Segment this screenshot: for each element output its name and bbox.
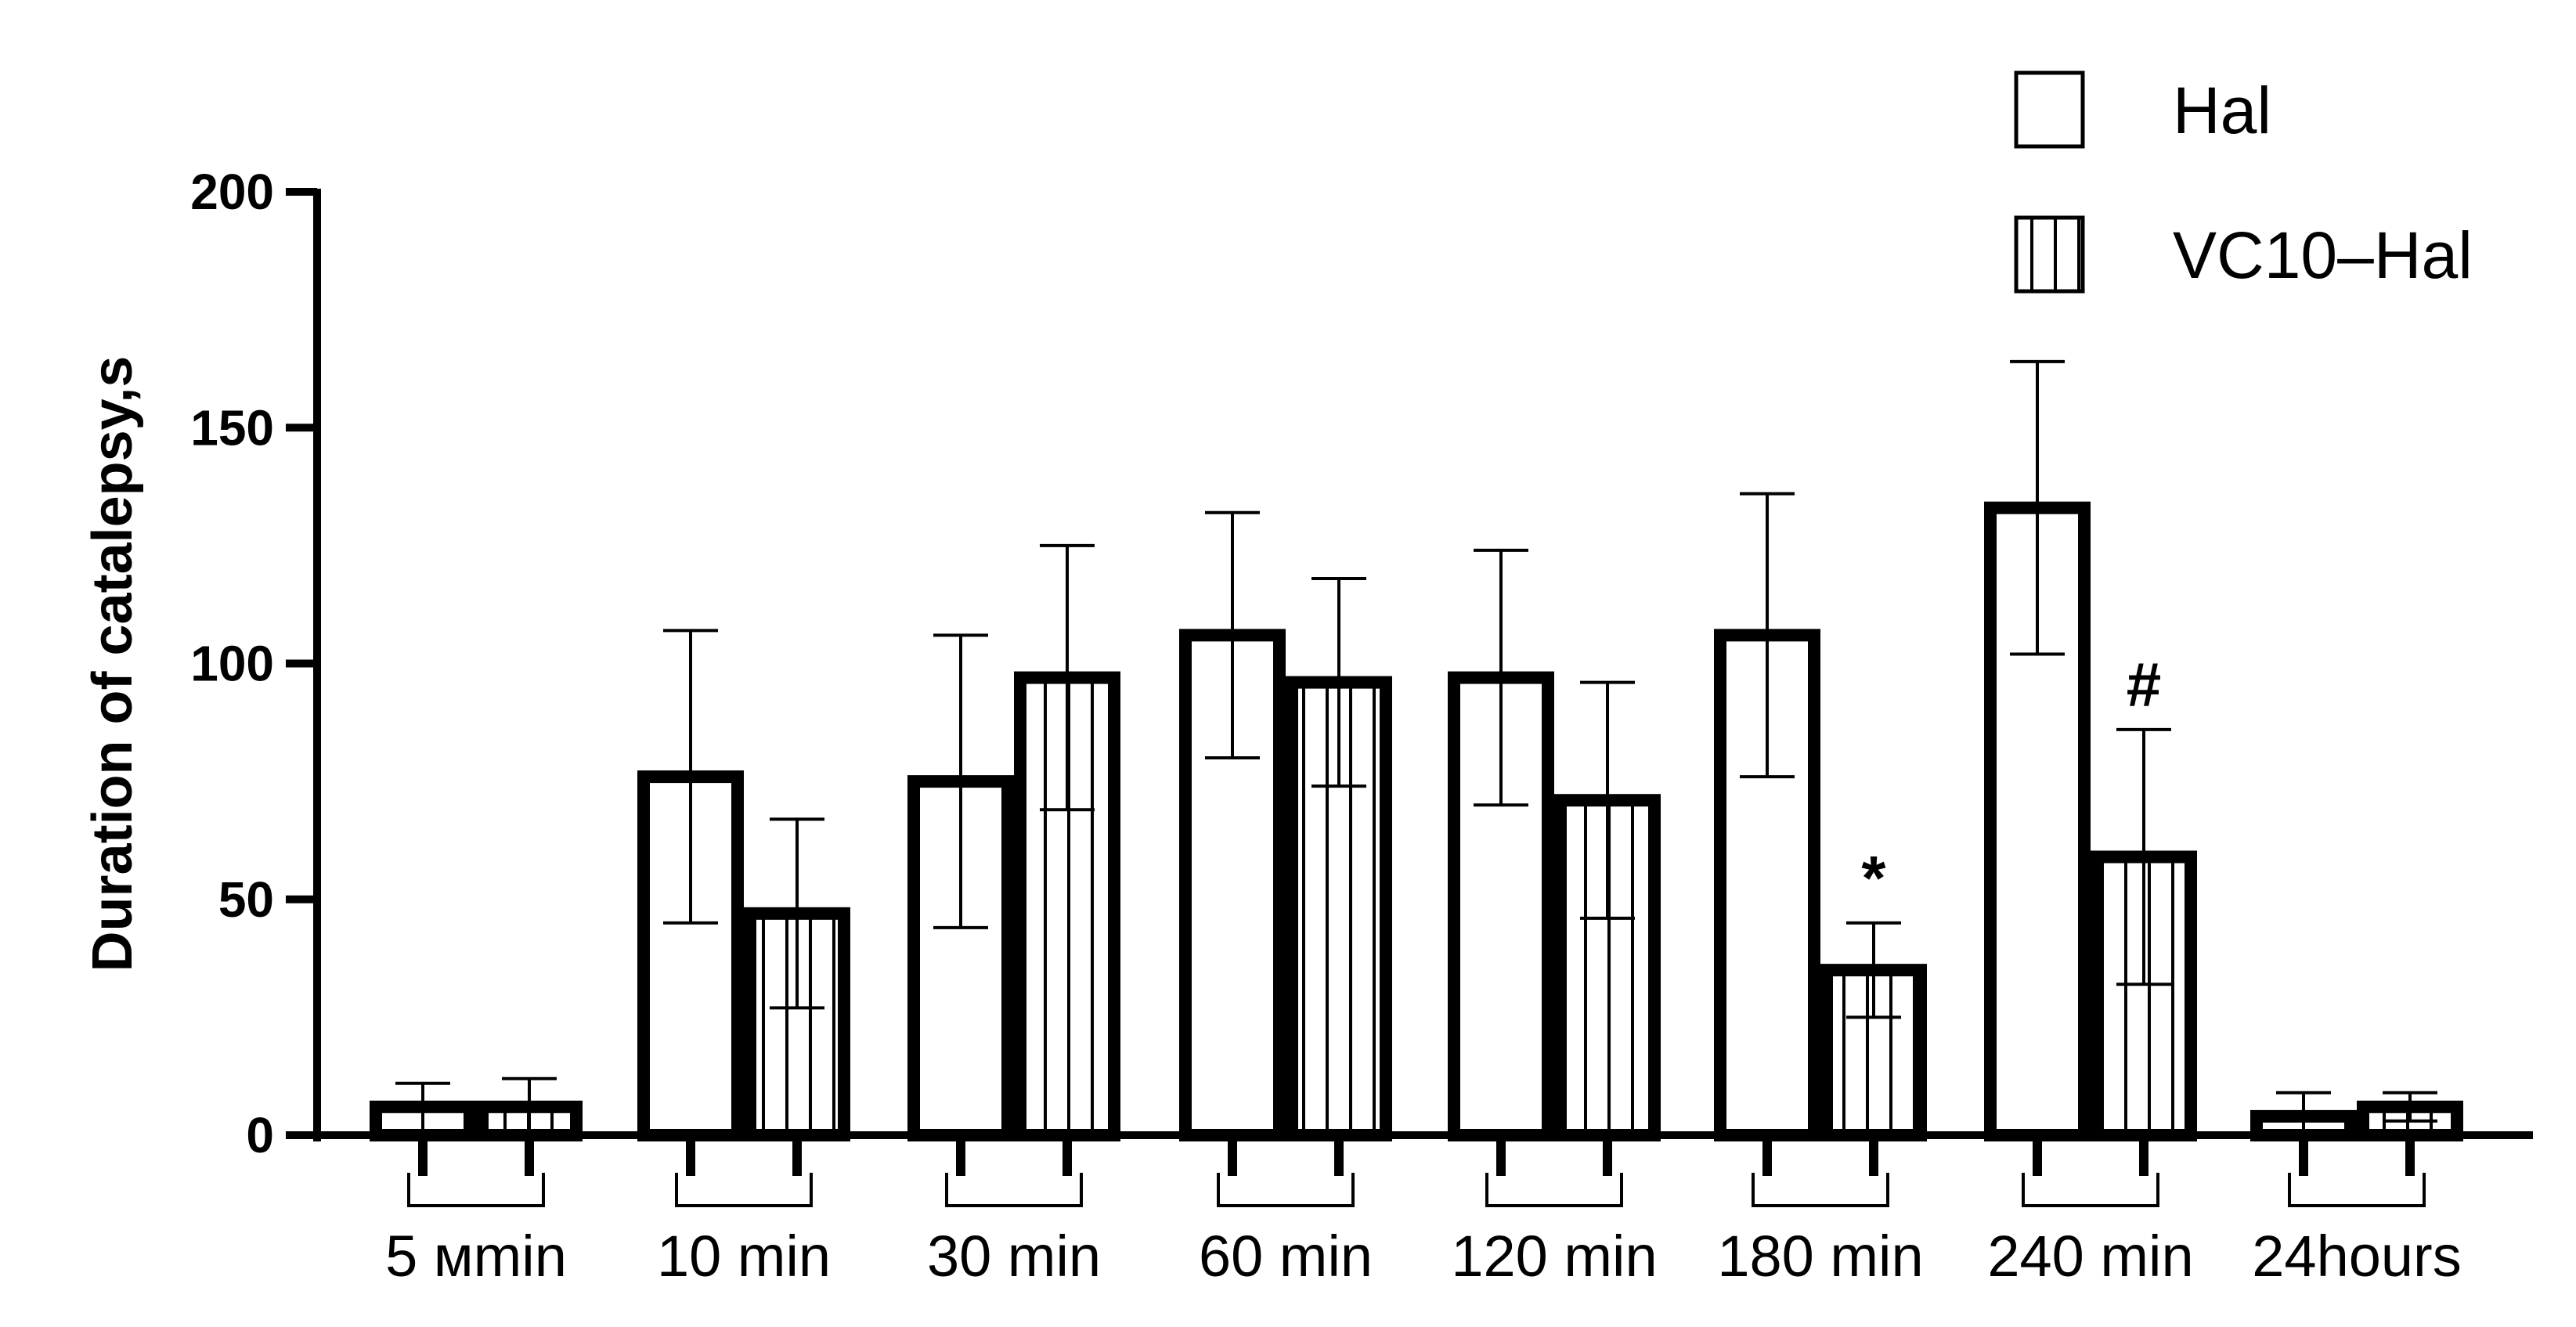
legend-swatch-hal [2014, 70, 2085, 149]
category-bracket-7 [2288, 1173, 2426, 1207]
legend-label-hal: Hal [2173, 74, 2271, 147]
axes-layer [286, 188, 2533, 1207]
legend-swatch-vc10-hal [2014, 215, 2085, 294]
legend-label-vc10-hal: VC10–Hal [2173, 218, 2473, 292]
y-tick-label-100: 100 [190, 636, 274, 692]
bars-layer [370, 359, 2463, 1142]
y-tick-label-200: 200 [190, 164, 274, 220]
legend: Hal VC10–Hal [2014, 70, 2473, 294]
category-bracket-6 [2022, 1173, 2159, 1207]
significance-marker-1: # [2127, 650, 2162, 719]
category-bracket-2 [945, 1173, 1083, 1207]
category-bracket-5 [1752, 1173, 1889, 1207]
y-tick-label-50: 50 [218, 871, 274, 928]
category-label-0: 5 мmin [385, 1224, 567, 1289]
significance-marker-0: * [1861, 843, 1886, 913]
category-label-5: 180 min [1717, 1224, 1923, 1289]
y-tick-label-0: 0 [246, 1107, 274, 1163]
category-label-1: 10 min [657, 1224, 831, 1289]
category-bracket-4 [1485, 1173, 1623, 1207]
category-label-3: 60 min [1199, 1224, 1373, 1289]
category-label-7: 24hours [2252, 1224, 2461, 1289]
y-tick-label-150: 150 [190, 399, 274, 456]
category-bracket-0 [407, 1173, 545, 1207]
category-bracket-1 [675, 1173, 813, 1207]
labels-layer: 0 50 100 150 200 Duration of catalepsy,s 5 мmi… [81, 164, 2462, 1289]
category-bracket-3 [1217, 1173, 1355, 1207]
y-axis-title: Duration of catalepsy,s [81, 356, 144, 972]
category-label-6: 240 min [1987, 1224, 2193, 1289]
category-label-2: 30 min [927, 1224, 1101, 1289]
category-label-4: 120 min [1451, 1224, 1657, 1289]
